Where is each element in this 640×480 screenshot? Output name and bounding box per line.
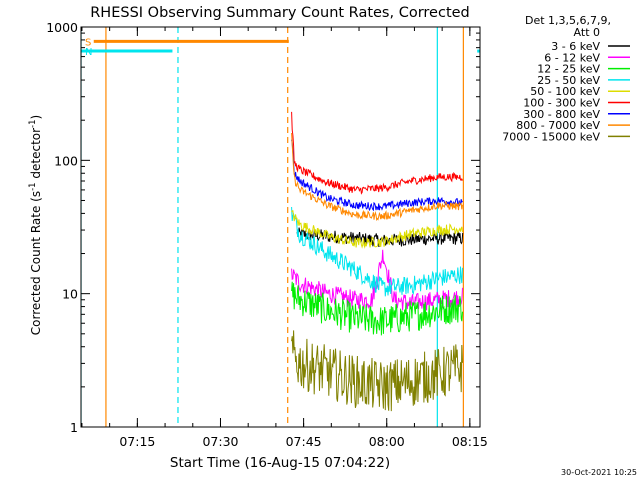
- legend-label: 300 - 800 keV: [523, 108, 600, 121]
- y-tick-label: 100: [54, 153, 78, 168]
- x-tick-label: 07:30: [202, 434, 238, 449]
- series-line: [291, 132, 463, 222]
- y-tick-label: 10: [62, 287, 78, 302]
- legend-label: 25 - 50 keV: [537, 74, 600, 87]
- series-line: [291, 330, 463, 412]
- x-tick-label: 08:15: [452, 434, 488, 449]
- axes-layer: 1 10 100 1000 07:15 07:30 07:45 08:00 08:15: [46, 20, 488, 449]
- legend-label: 100 - 300 keV: [523, 97, 600, 110]
- series-line: [291, 210, 463, 249]
- x-tick-label: 08:00: [369, 434, 405, 449]
- legend-label: 50 - 100 keV: [530, 85, 600, 98]
- y-tick-label: 1000: [46, 20, 78, 35]
- series-line: [291, 249, 463, 312]
- series-line: [291, 139, 463, 212]
- x-tick-label: 07:15: [119, 434, 155, 449]
- series-line: [291, 206, 463, 297]
- legend-label: 7000 - 15000 keV: [502, 130, 600, 143]
- flag-label: S: [85, 37, 91, 48]
- footer-date: 30-Oct-2021 10:25: [561, 468, 637, 477]
- series-line: [291, 281, 463, 336]
- y-tick-label: 1: [70, 420, 78, 435]
- x-tick-label: 07:45: [286, 434, 322, 449]
- y-axis-label: Corrected Count Rate (s-1 detector-1): [28, 115, 43, 335]
- series-line: [291, 111, 463, 195]
- series-layer: [291, 111, 464, 412]
- legend-label: 6 - 12 keV: [544, 51, 600, 64]
- legend-header-line-2: Att 0: [574, 26, 600, 39]
- legend-label: 800 - 7000 keV: [516, 119, 600, 132]
- legend-label: 12 - 25 keV: [537, 63, 600, 76]
- legend-label: 3 - 6 keV: [551, 40, 600, 53]
- chart-title: RHESSI Observing Summary Count Rates, Co…: [90, 5, 470, 21]
- legend-header-line-1: Det 1,3,5,6,7,9,: [525, 14, 611, 27]
- flag-label: N: [85, 47, 92, 58]
- plot-frame: [80, 26, 481, 428]
- x-axis-label: Start Time (16-Aug-15 07:04:22): [170, 455, 390, 471]
